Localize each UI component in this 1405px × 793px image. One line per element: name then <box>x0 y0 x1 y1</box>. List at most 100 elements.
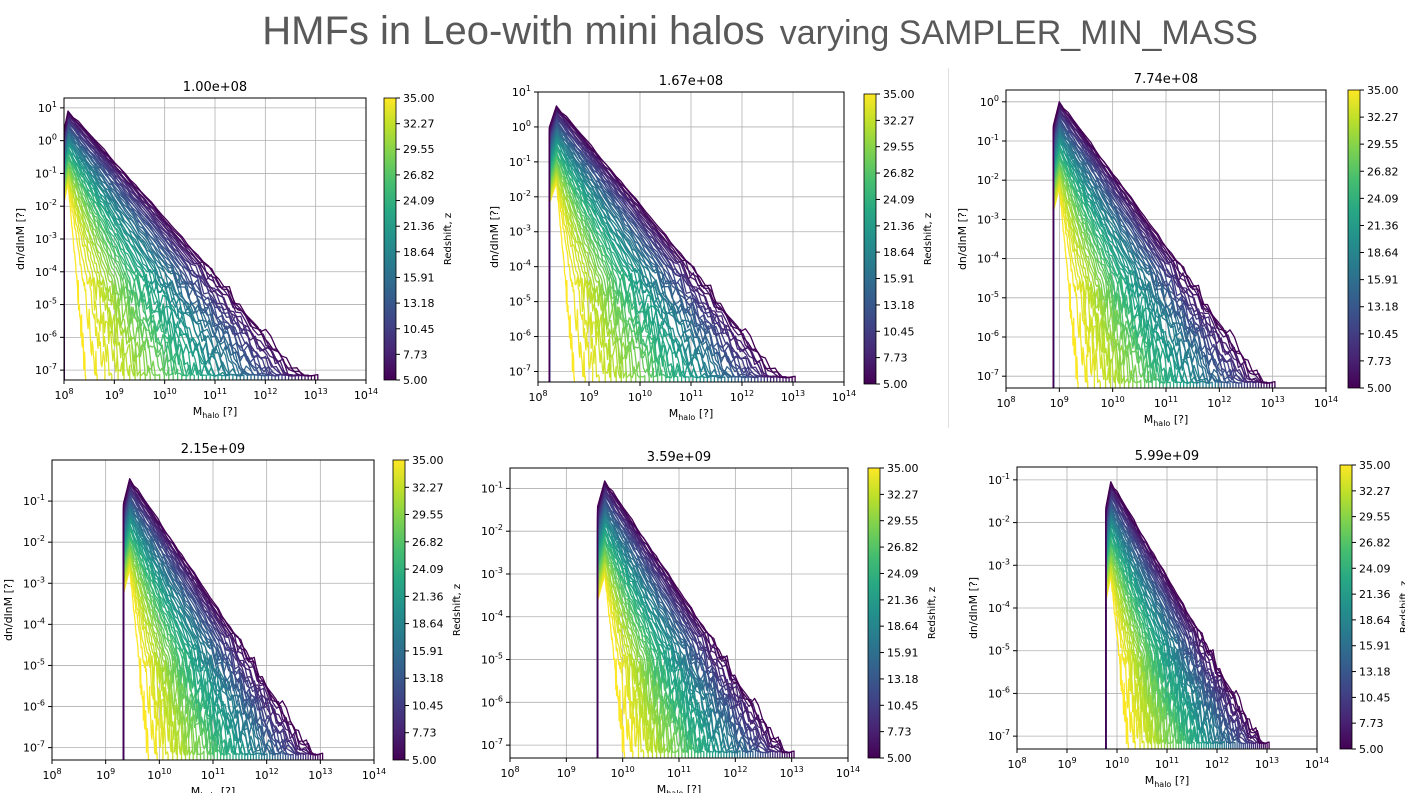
hmf-panel-6: 5.99e+09 108 109 1010 1011 1012 1013 1014 10-1 10… <box>967 449 1405 789</box>
colorbar <box>1347 89 1361 389</box>
hmf-curve <box>596 502 757 758</box>
x-tick-label: 1011 <box>679 389 703 404</box>
x-tick-label: 1013 <box>308 767 332 782</box>
hmf-curve <box>1105 481 1270 749</box>
hmf-curve <box>64 154 187 380</box>
colorbar-tick-label: 32.27 <box>412 481 444 494</box>
colorbar-tick-label: 24.09 <box>1359 562 1391 575</box>
hmf-curve <box>548 163 641 382</box>
colorbar-tick-label: 26.82 <box>887 541 919 554</box>
hmf-curve <box>596 574 626 758</box>
hmf-panel-4: 2.15e+09 108 109 1010 1011 1012 1013 1014 10-1 10… <box>2 442 463 793</box>
hmf-curve <box>596 514 736 758</box>
y-tick-label: 10-7 <box>977 368 999 383</box>
x-tick-label: 1011 <box>667 765 691 780</box>
hmf-curve <box>122 506 271 760</box>
x-tick-label: 109 <box>1057 756 1076 771</box>
colorbar-tick-label: 32.27 <box>883 114 915 127</box>
colorbar-tick-label: 32.27 <box>1367 111 1399 124</box>
colorbar-tick-label: 10.45 <box>883 325 915 338</box>
hmf-curve <box>1105 560 1159 749</box>
hmf-curve <box>548 169 622 382</box>
hmf-curve <box>1052 170 1130 388</box>
colorbar <box>1339 464 1353 750</box>
hmf-curve <box>548 122 749 382</box>
x-tick-label: 1014 <box>354 387 378 402</box>
y-tick-label: 10-1 <box>977 133 999 148</box>
hmf-curve <box>64 122 280 380</box>
hmf-curve <box>64 113 309 380</box>
y-tick-label: 10-1 <box>481 480 503 495</box>
hmf-curve <box>548 106 793 382</box>
y-tick-label: 101 <box>512 84 531 99</box>
hmf-curve <box>1105 510 1228 749</box>
colorbar-tick-label: 18.64 <box>412 618 444 631</box>
hmf-curve <box>1052 128 1216 388</box>
colorbar-tick-label: 32.27 <box>403 118 435 131</box>
x-tick-label: 1011 <box>1154 395 1178 410</box>
y-tick-label: 10-7 <box>988 728 1010 743</box>
y-tick-label: 10-4 <box>35 264 57 279</box>
y-tick-label: 10-2 <box>977 172 999 187</box>
hmf-curve <box>1105 483 1266 749</box>
hmf-curve <box>64 180 98 380</box>
hmf-curve <box>1052 104 1268 388</box>
hmf-curve <box>122 480 319 760</box>
x-tick-label: 1014 <box>832 389 856 404</box>
colorbar-tick-label: 18.64 <box>883 246 915 259</box>
hmf-curve <box>548 118 759 382</box>
hmf-curve <box>122 519 249 760</box>
colorbar-tick-label: 10.45 <box>1359 691 1391 704</box>
colorbar-tick-label: 24.09 <box>1367 192 1399 205</box>
hmf-curve <box>122 546 202 760</box>
y-tick-label: 101 <box>38 100 57 115</box>
hmf-curve <box>596 493 771 758</box>
colorbar-tick-label: 15.91 <box>1359 640 1391 653</box>
hmf-curve <box>548 175 606 382</box>
hmf-curve <box>64 168 146 380</box>
y-tick-label: 10-7 <box>23 740 45 755</box>
hmf-curve <box>64 133 249 380</box>
hmf-curve <box>1052 162 1146 388</box>
hmf-curve <box>596 561 658 758</box>
colorbar-tick-label: 35.00 <box>1367 84 1399 97</box>
x-tick-label: 1013 <box>781 389 805 404</box>
x-tick-label: 109 <box>557 765 576 780</box>
colorbar-tick-label: 7.73 <box>412 727 437 740</box>
figure-title-suffix: varying SAMPLER_MIN_MASS <box>780 14 1258 52</box>
x-tick-label: 1012 <box>730 389 754 404</box>
colorbar-tick-label: 29.55 <box>1367 138 1399 151</box>
hmf-curve <box>1105 507 1232 749</box>
colorbar-tick-label: 21.36 <box>887 594 919 607</box>
hmf-curve <box>596 500 759 758</box>
hmf-curve <box>548 178 594 382</box>
hmf-curve <box>548 146 687 382</box>
x-tick-label: 108 <box>996 395 1015 410</box>
panel-title: 2.15e+09 <box>181 442 245 457</box>
hmf-curve <box>1052 101 1276 388</box>
hmf-curve <box>548 140 701 382</box>
y-tick-label: 10-2 <box>988 515 1010 530</box>
y-axis-label: dn/dlnM [?] <box>967 577 980 639</box>
hmf-curve <box>596 496 767 758</box>
colorbar-tick-label: 7.73 <box>883 352 908 365</box>
hmf-curve <box>548 133 719 382</box>
colorbar-tick-label: 24.09 <box>412 563 444 576</box>
hmf-panel-2: 1.67e+08 108 109 1010 1011 1012 1013 1014 101 100… <box>488 74 934 422</box>
colorbar-tick-label: 10.45 <box>403 323 435 336</box>
colorbar-tick-label: 15.91 <box>1367 274 1399 287</box>
hmf-curve <box>548 182 575 382</box>
hmf-curve <box>596 553 673 758</box>
hmf-curves <box>596 480 795 758</box>
panel-title: 1.67e+08 <box>659 74 723 89</box>
hmf-curve <box>64 175 119 380</box>
colorbar <box>392 459 406 761</box>
x-tick-label: 1014 <box>1314 395 1338 410</box>
figure-title: HMFs in Leo-with mini halos varying SAMP… <box>262 9 1258 53</box>
hmf-curve <box>122 511 263 760</box>
hmf-curve <box>122 493 294 760</box>
y-tick-label: 10-3 <box>988 557 1010 572</box>
y-axis-label: dn/dlnM [?] <box>2 579 15 641</box>
x-tick-label: 1014 <box>362 767 386 782</box>
colorbar-tick-label: 26.82 <box>1367 165 1399 178</box>
